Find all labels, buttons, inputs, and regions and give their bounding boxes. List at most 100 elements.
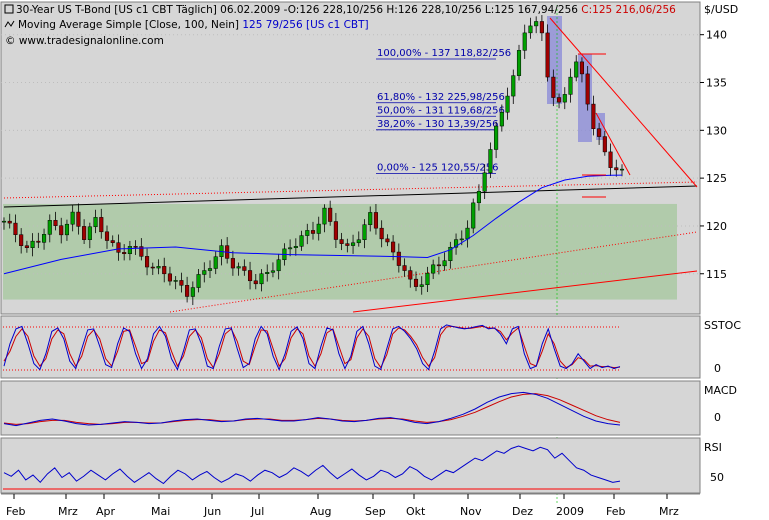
candle-body bbox=[539, 21, 544, 34]
price-grid bbox=[1, 34, 700, 275]
price-unit-label: $/USD bbox=[704, 3, 738, 16]
fib-level-label: 61,80% - 132 225,98/256 bbox=[377, 92, 505, 103]
candle-body bbox=[368, 212, 373, 225]
candle-body bbox=[236, 266, 241, 269]
moving-average-line bbox=[3, 174, 623, 275]
x-tick-label: Mrz bbox=[58, 505, 78, 518]
quote-high-low: H:126 228,10/256 L:125 167,94/256 bbox=[386, 4, 578, 16]
candle-body bbox=[436, 264, 441, 267]
candle-body bbox=[36, 240, 41, 243]
candle-body bbox=[614, 167, 619, 171]
rsi-tick-label: 50 bbox=[710, 471, 724, 484]
downtrend-line-2 bbox=[595, 112, 631, 176]
candle-body bbox=[42, 234, 47, 243]
x-tick-label: Mai bbox=[151, 505, 170, 518]
candle-body bbox=[356, 239, 361, 244]
candle-body bbox=[213, 256, 218, 269]
candle-body bbox=[24, 245, 29, 248]
x-tick-label: Aug bbox=[310, 505, 331, 518]
chart-legend: 30-Year US T-Bond [US c1 CBT Täglich] 06… bbox=[4, 4, 676, 47]
candle-body bbox=[167, 273, 172, 282]
candle-body bbox=[293, 246, 298, 248]
candle-body bbox=[465, 227, 470, 240]
x-tick-label: Jun bbox=[203, 505, 221, 518]
candle-body bbox=[419, 284, 424, 287]
candle-body bbox=[299, 235, 304, 247]
x-tick-label: Jul bbox=[250, 505, 264, 518]
candle-body bbox=[1, 220, 7, 223]
candle-body bbox=[173, 280, 178, 282]
candle-body bbox=[557, 97, 562, 103]
candle-body bbox=[545, 32, 550, 78]
candle-body bbox=[579, 61, 584, 75]
candle-body bbox=[385, 238, 390, 243]
x-tick-label: Mrz bbox=[659, 505, 679, 518]
instrument-name: 30-Year US T-Bond [US c1 CBT Täglich] bbox=[16, 4, 217, 16]
candle-body bbox=[408, 270, 413, 280]
candle-body bbox=[585, 73, 590, 105]
macd-line bbox=[3, 391, 621, 427]
candle-body bbox=[608, 151, 613, 168]
lower-trendline bbox=[352, 270, 698, 313]
svg-text:Moving Average Simple [Close,: Moving Average Simple [Close, 100, Nein]… bbox=[18, 19, 369, 31]
x-tick-label: Okt bbox=[406, 505, 426, 518]
candle-body bbox=[511, 75, 516, 97]
candle-body bbox=[562, 94, 567, 103]
candle-body bbox=[328, 207, 333, 222]
candle-body bbox=[362, 224, 367, 241]
candle-body bbox=[448, 246, 453, 261]
candle-body bbox=[499, 111, 504, 127]
x-tick-label: Feb bbox=[6, 505, 25, 518]
candle-body bbox=[602, 136, 607, 153]
candle-body bbox=[345, 243, 350, 246]
candle-body bbox=[190, 287, 195, 297]
downtrend-line bbox=[549, 17, 698, 188]
candle-legend-icon bbox=[4, 4, 14, 14]
price-panel: 100,00% - 137 118,82/256 61,80% - 132 225… bbox=[0, 1, 701, 505]
candle-body bbox=[242, 266, 247, 271]
candle-body bbox=[379, 227, 384, 240]
candle-body bbox=[207, 268, 213, 271]
sstoc-tick-label: 0 bbox=[714, 362, 721, 375]
candle-body bbox=[574, 61, 579, 78]
rsi-line bbox=[3, 445, 621, 485]
candle-body bbox=[76, 211, 81, 227]
candle-body bbox=[522, 32, 527, 51]
candle-body bbox=[53, 220, 58, 226]
candle-body bbox=[156, 266, 161, 269]
candle-body bbox=[454, 239, 459, 248]
x-axis: Feb Mrz Apr Mai Jun Jul Aug Sep Okt Nov Dez 2009 Feb… bbox=[6, 494, 679, 518]
candle-body bbox=[391, 241, 396, 253]
candle-body bbox=[248, 270, 253, 282]
candle-body bbox=[413, 278, 419, 287]
candle-body bbox=[270, 270, 275, 273]
x-tick-label: Sep bbox=[365, 505, 386, 518]
ma-name: Moving Average Simple [Close, 100, Nein] bbox=[18, 19, 239, 31]
price-axis: 115 120 125 130 135 140 bbox=[700, 29, 727, 281]
candle-body bbox=[431, 264, 436, 274]
quote-open: -O:126 228,10/256 bbox=[284, 4, 384, 16]
candle-body bbox=[322, 207, 327, 225]
candle-body bbox=[202, 270, 207, 275]
sstoc-k-line bbox=[3, 324, 621, 371]
price-tick-label: 120 bbox=[706, 220, 727, 233]
price-tick-label: 125 bbox=[706, 172, 727, 185]
candle-body bbox=[505, 95, 510, 113]
candle-body bbox=[133, 246, 138, 248]
fib-level-label: 50,00% - 131 119,68/256 bbox=[377, 105, 505, 116]
candle-body bbox=[534, 21, 539, 27]
candle-body bbox=[619, 168, 625, 171]
x-tick-label: 2009 bbox=[556, 505, 584, 518]
fib-level-label: 0,00% - 125 120,55/256 bbox=[377, 163, 498, 174]
candle-body bbox=[185, 285, 190, 297]
candle-body bbox=[482, 172, 487, 192]
candle-body bbox=[528, 25, 533, 34]
candle-body bbox=[425, 272, 430, 285]
candle-body bbox=[373, 212, 378, 229]
retracement-zone-1 bbox=[547, 16, 562, 104]
quote-date: 06.02.2009 bbox=[220, 4, 280, 16]
candle-body bbox=[516, 50, 522, 76]
fib-level-label: 38,20% - 130 13,39/256 bbox=[377, 119, 498, 130]
candle-body bbox=[333, 221, 338, 240]
